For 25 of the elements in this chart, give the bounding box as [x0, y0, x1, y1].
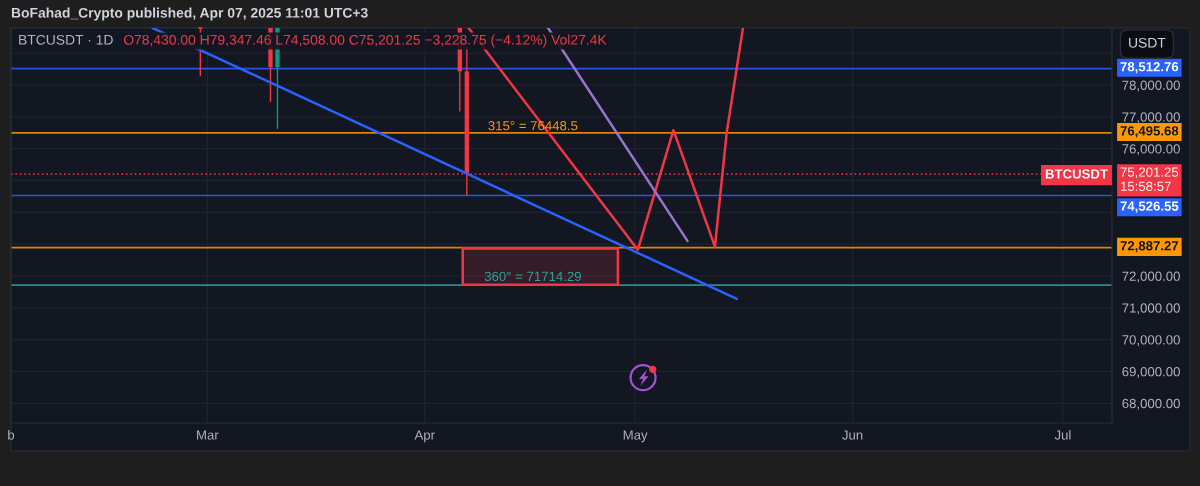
ref-line-label: 74,526.55 — [1120, 201, 1179, 213]
ref-line-label: 78,512.76 — [1120, 62, 1179, 74]
x-tick-label: Jun — [842, 430, 863, 440]
x-tick-label: May — [623, 430, 648, 443]
annotation: O78,430.00 H79,347.46 L74,508.00 C75,201.25 −3,228.75 (−4.12%) Vol27.4K — [123, 34, 607, 48]
x-tick-label: Jul — [1054, 429, 1071, 440]
chart-subtitle: BTCUSDT · 1D — [19, 34, 113, 45]
y-axis-title: USDT — [1129, 37, 1166, 48]
x-tick-label: Apr — [414, 430, 435, 443]
annotation: BTCUSDT — [1045, 169, 1108, 179]
ref-line-label: 75,201.25 15:58:57 — [1120, 167, 1179, 191]
ref-line-label: 76,495.68 — [1120, 126, 1179, 138]
y-tick-label: 69,000.00 — [1122, 367, 1180, 378]
y-tick-label: 78,000.00 — [1122, 80, 1180, 92]
y-tick-label: 77,000.00 — [1122, 112, 1180, 124]
x-tick-label: b — [8, 429, 15, 440]
y-tick-label: 76,000.00 — [1122, 144, 1180, 156]
y-tick-label: 72,000.00 — [1122, 271, 1180, 283]
ref-line-label: 72,887.27 — [1120, 241, 1179, 253]
x-tick-label: Mar — [197, 430, 219, 440]
y-tick-label: 71,000.00 — [1122, 303, 1180, 315]
annotation: 360° = 71714.29 — [484, 271, 581, 282]
chart-title: BoFahad_Crypto published, Apr 07, 2025 11:01 UTC+3 — [11, 7, 368, 21]
y-tick-label: 70,000.00 — [1122, 335, 1180, 347]
y-tick-label: 68,000.00 — [1122, 398, 1180, 410]
